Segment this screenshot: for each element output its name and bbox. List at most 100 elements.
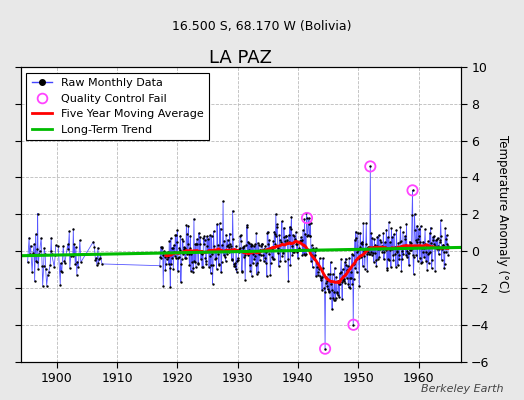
Point xyxy=(417,223,425,229)
Point xyxy=(370,250,379,256)
Point xyxy=(197,256,205,262)
Point xyxy=(323,286,332,292)
Point xyxy=(29,249,37,256)
Point xyxy=(70,251,78,258)
Point xyxy=(412,238,421,245)
Point xyxy=(399,229,407,235)
Point xyxy=(234,255,242,262)
Point xyxy=(370,236,378,242)
Point xyxy=(281,258,289,264)
Point xyxy=(158,245,167,251)
Point xyxy=(341,280,350,286)
Point xyxy=(28,269,36,276)
Point xyxy=(301,252,309,258)
Point xyxy=(393,248,401,254)
Point xyxy=(373,243,381,250)
Point xyxy=(214,251,222,258)
Point xyxy=(190,258,199,264)
Point xyxy=(248,242,256,248)
Point xyxy=(385,219,393,225)
Point xyxy=(205,252,214,259)
Point xyxy=(396,239,404,245)
Point xyxy=(179,251,188,257)
Point xyxy=(297,234,305,240)
Point xyxy=(182,254,190,261)
Point xyxy=(248,260,257,266)
Point xyxy=(303,215,311,221)
Point xyxy=(33,246,41,252)
Point xyxy=(257,242,266,249)
Point xyxy=(409,271,418,278)
Point xyxy=(37,235,46,241)
Point xyxy=(343,267,352,273)
Point xyxy=(203,243,212,250)
Point xyxy=(427,224,435,231)
Point xyxy=(305,215,313,221)
Point xyxy=(386,246,395,253)
Point xyxy=(423,266,431,273)
Point xyxy=(72,244,80,250)
Point xyxy=(286,223,294,230)
Point xyxy=(317,275,325,282)
Point xyxy=(282,233,291,240)
Point xyxy=(255,250,264,257)
Point xyxy=(168,245,176,251)
Point xyxy=(318,274,326,280)
Point xyxy=(402,252,410,258)
Point xyxy=(201,255,210,261)
Point xyxy=(94,244,102,251)
Point xyxy=(310,256,318,262)
Point xyxy=(386,239,394,246)
Point xyxy=(375,232,383,238)
Point xyxy=(312,264,321,270)
Point xyxy=(38,263,46,269)
Point xyxy=(222,232,230,238)
Point xyxy=(341,259,349,265)
Point xyxy=(91,257,100,263)
Point xyxy=(209,262,217,269)
Point xyxy=(406,246,414,253)
Point xyxy=(424,260,433,266)
Point xyxy=(397,238,405,244)
Point xyxy=(281,238,290,244)
Point xyxy=(186,232,194,239)
Point xyxy=(285,232,293,238)
Point xyxy=(442,236,450,242)
Point xyxy=(194,261,203,267)
Point xyxy=(308,252,316,258)
Point xyxy=(405,262,413,268)
Point xyxy=(366,163,375,170)
Point xyxy=(66,264,74,271)
Point xyxy=(381,239,389,245)
Point xyxy=(415,226,423,232)
Point xyxy=(42,282,51,289)
Point xyxy=(410,254,418,260)
Point xyxy=(392,227,401,233)
Point xyxy=(63,241,72,248)
Point xyxy=(192,241,201,248)
Point xyxy=(253,271,261,277)
Point xyxy=(247,273,256,280)
Point xyxy=(265,251,273,258)
Point xyxy=(403,248,412,254)
Point xyxy=(335,270,344,276)
Point xyxy=(371,242,379,248)
Point xyxy=(30,278,39,284)
Point xyxy=(253,260,261,266)
Point xyxy=(314,263,323,270)
Point xyxy=(324,288,333,294)
Point xyxy=(405,250,413,256)
Point xyxy=(443,241,451,248)
Point xyxy=(398,248,406,254)
Point xyxy=(331,264,339,271)
Point xyxy=(193,236,201,242)
Point xyxy=(50,264,58,270)
Point xyxy=(188,258,196,265)
Point xyxy=(194,260,202,266)
Point xyxy=(309,244,317,251)
Point xyxy=(414,233,423,239)
Point xyxy=(226,241,234,248)
Point xyxy=(300,216,309,223)
Point xyxy=(288,252,297,259)
Point xyxy=(190,216,198,222)
